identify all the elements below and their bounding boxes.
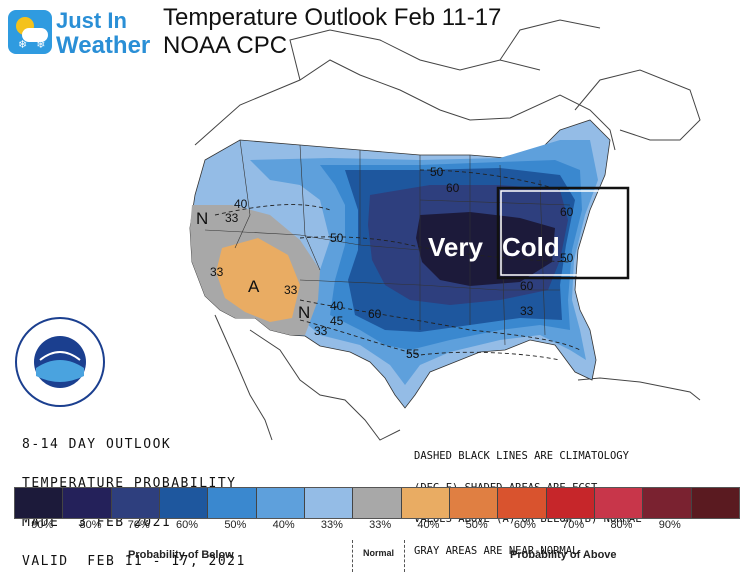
legend-swatch	[546, 488, 595, 518]
outlook-map: 33 40 33 33 33 50 40 45 60 55 50 60 60 6…	[189, 19, 701, 441]
category-n-plains: N	[298, 303, 310, 322]
legend-tick-label: 60%	[513, 519, 536, 531]
very-cold-label-a: Very	[428, 232, 483, 262]
brand-name-line2: Weather	[56, 32, 151, 59]
title-line2: NOAA CPC	[163, 32, 288, 59]
legend-tick-label: 50%	[224, 519, 247, 531]
cloud-icon	[22, 28, 48, 42]
legend-swatch	[498, 488, 547, 518]
highlight-box	[496, 186, 630, 280]
contour-label: 60	[446, 181, 460, 195]
noaa-logo	[15, 317, 105, 407]
contour-label: 40	[330, 299, 344, 313]
legend-swatch	[15, 488, 64, 518]
legend-tick-label: 33%	[369, 519, 392, 531]
probability-legend	[14, 487, 740, 519]
outlook-info: 8-14 DAY OUTLOOK TEMPERATURE PROBABILITY…	[22, 412, 246, 581]
contour-label: 60	[368, 307, 382, 321]
category-n-west: N	[196, 209, 208, 228]
legend-divider-left	[352, 540, 353, 572]
contour-label: 55	[406, 347, 420, 361]
contour-label: 33	[210, 265, 224, 279]
legend-tick-label: 90%	[31, 519, 54, 531]
category-a-southwest: A	[248, 277, 260, 296]
note-line3: VALUES ABOVE (A) OR BELOW (B) NORMAL	[414, 513, 642, 525]
legend-tick-label: 80%	[610, 519, 633, 531]
outlook-line3: MADE 3 FEB 2021	[22, 515, 172, 530]
snowflake-icon: ❄ ❄	[18, 39, 49, 51]
very-cold-label-b: Cold	[502, 232, 560, 262]
legend-tick-label: 33%	[320, 519, 343, 531]
page-title: Temperature Outlook Feb 11-17 NOAA CPC	[163, 4, 501, 60]
contour-label: 45	[330, 314, 344, 328]
title-line1: Temperature Outlook Feb 11-17	[163, 4, 502, 31]
legend-swatch	[401, 488, 450, 518]
legend-tick-label: 40%	[272, 519, 295, 531]
contour-label: 33	[314, 324, 328, 338]
legend-tick-label: 40%	[417, 519, 440, 531]
legend-swatch	[208, 488, 257, 518]
legend-tick-label: 60%	[176, 519, 199, 531]
legend-tick-label: 50%	[465, 519, 488, 531]
legend-tick-label: 70%	[127, 519, 150, 531]
contour-label: 50	[330, 231, 344, 245]
legend-tick-label: 80%	[79, 519, 102, 531]
region-above	[216, 238, 300, 322]
legend-swatch	[63, 488, 112, 518]
outlook-line2: TEMPERATURE PROBABILITY	[22, 476, 237, 491]
contour-label: 50	[430, 165, 444, 179]
legend-swatch	[691, 488, 739, 518]
contour-label: 33	[520, 304, 534, 318]
region-cat90	[416, 212, 555, 286]
legend-tick-labels: 90% 80% 70% 60% 50% 40% 33% 33% 40% 50% 60% 70% 80% 9…	[14, 519, 738, 535]
legend-tick-label: 90%	[658, 519, 681, 531]
highlight-box-inner	[500, 190, 626, 276]
legend-below-caption: Probability of Below	[128, 549, 234, 561]
brand-logo: ❄ ❄ Just In Weather	[4, 6, 154, 62]
legend-swatch	[449, 488, 499, 518]
state-lines	[204, 139, 571, 346]
contour-label: 33	[225, 211, 239, 225]
legend-swatch	[304, 488, 354, 518]
contour-label: 60	[520, 279, 534, 293]
brand-name-line1: Just In	[56, 8, 127, 33]
weather-icon: ❄ ❄	[8, 10, 52, 54]
legend-above-caption: Probability of Above	[510, 549, 617, 561]
legend-normal-caption: Normal	[363, 548, 395, 558]
contour-label: 50	[560, 251, 574, 265]
legend-divider-right	[404, 540, 405, 572]
climatology-lines	[214, 169, 581, 361]
note-line4: GRAY AREAS ARE NEAR-NORMAL	[414, 544, 579, 557]
note-line1: DASHED BLACK LINES ARE CLIMATOLOGY	[414, 450, 629, 462]
legend-swatch	[159, 488, 209, 518]
outlook-line4: VALID FEB 11 - 17, 2021	[22, 554, 246, 569]
outlook-line1: 8-14 DAY OUTLOOK	[22, 437, 172, 452]
legend-swatch	[256, 488, 305, 518]
legend-swatch	[111, 488, 160, 518]
legend-swatch	[594, 488, 644, 518]
legend-swatch	[643, 488, 692, 518]
contour-label: 33	[284, 283, 298, 297]
contour-label: 40	[234, 197, 248, 211]
legend-tick-label: 70%	[562, 519, 585, 531]
contour-label: 60	[560, 205, 574, 219]
legend-swatch	[353, 488, 402, 518]
